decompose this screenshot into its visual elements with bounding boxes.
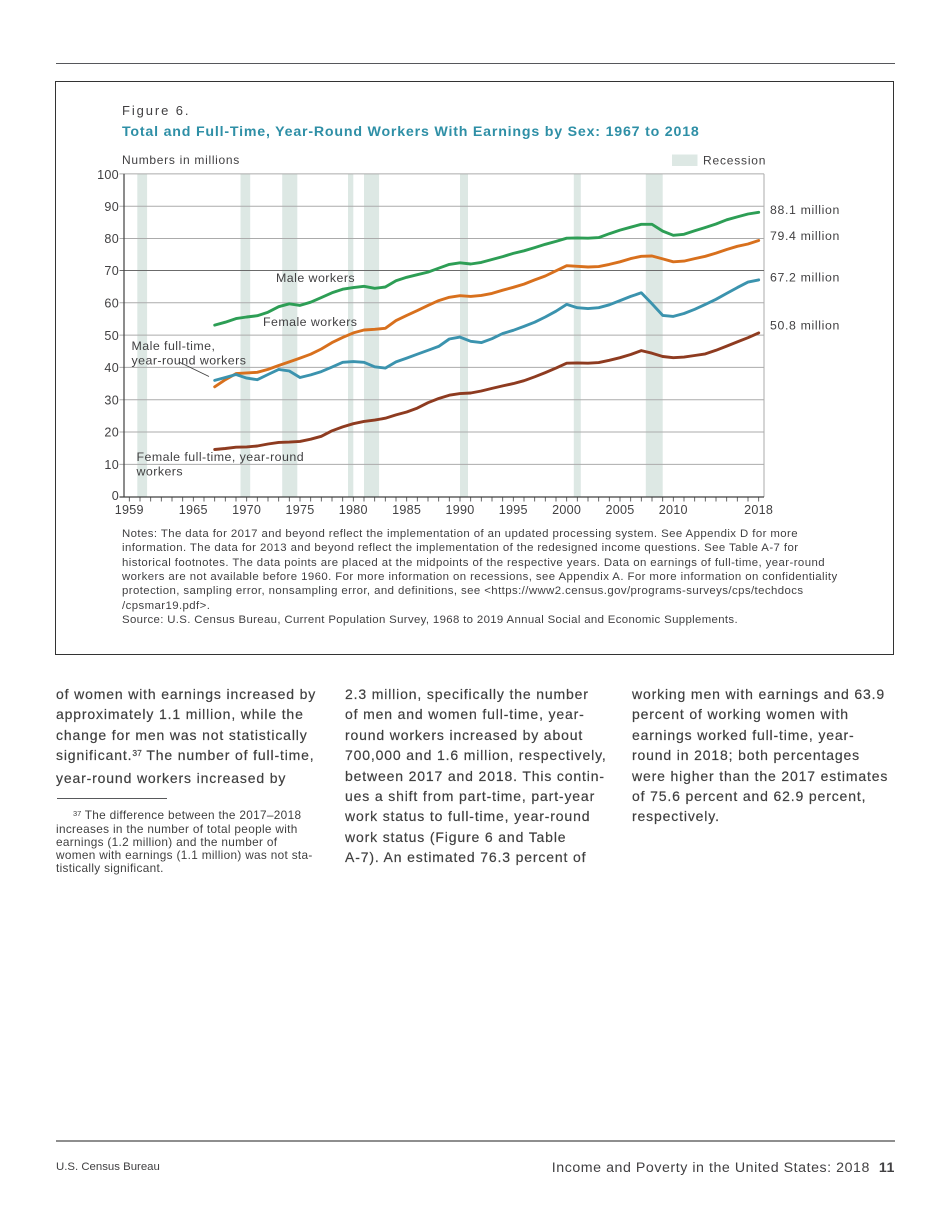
- svg-text:67.2 million: 67.2 million: [770, 271, 840, 285]
- svg-text:60: 60: [104, 297, 119, 311]
- svg-text:40: 40: [104, 361, 119, 375]
- svg-text:50: 50: [104, 329, 119, 343]
- svg-text:Female workers: Female workers: [263, 315, 357, 329]
- svg-text:100: 100: [97, 168, 119, 182]
- svg-text:90: 90: [104, 200, 119, 214]
- svg-text:Numbers in millions: Numbers in millions: [122, 153, 240, 167]
- svg-text:1959: 1959: [115, 503, 144, 517]
- svg-text:1985: 1985: [392, 503, 421, 517]
- svg-text:Recession: Recession: [703, 154, 766, 168]
- svg-text:1995: 1995: [499, 503, 528, 517]
- svg-text:70: 70: [104, 264, 119, 278]
- svg-text:79.4 million: 79.4 million: [770, 229, 840, 243]
- svg-text:workers: workers: [136, 464, 184, 478]
- svg-text:1980: 1980: [339, 503, 368, 517]
- svg-text:Male full-time,: Male full-time,: [132, 339, 216, 353]
- svg-text:2018: 2018: [744, 503, 773, 517]
- svg-text:10: 10: [104, 458, 119, 472]
- svg-text:80: 80: [104, 232, 119, 246]
- svg-text:Male workers: Male workers: [276, 271, 355, 285]
- svg-text:2000: 2000: [552, 503, 581, 517]
- svg-text:0: 0: [112, 489, 119, 503]
- svg-text:Female full-time, year-round: Female full-time, year-round: [137, 450, 305, 464]
- svg-text:1990: 1990: [445, 503, 474, 517]
- svg-text:1965: 1965: [179, 503, 208, 517]
- svg-text:30: 30: [104, 393, 119, 407]
- svg-text:2005: 2005: [605, 503, 634, 517]
- svg-text:1970: 1970: [232, 503, 261, 517]
- svg-text:88.1 million: 88.1 million: [770, 203, 840, 217]
- svg-text:1975: 1975: [285, 503, 314, 517]
- svg-text:50.8 million: 50.8 million: [770, 319, 840, 333]
- svg-text:2010: 2010: [659, 503, 688, 517]
- svg-text:year-round workers: year-round workers: [132, 353, 247, 367]
- svg-text:20: 20: [104, 426, 119, 440]
